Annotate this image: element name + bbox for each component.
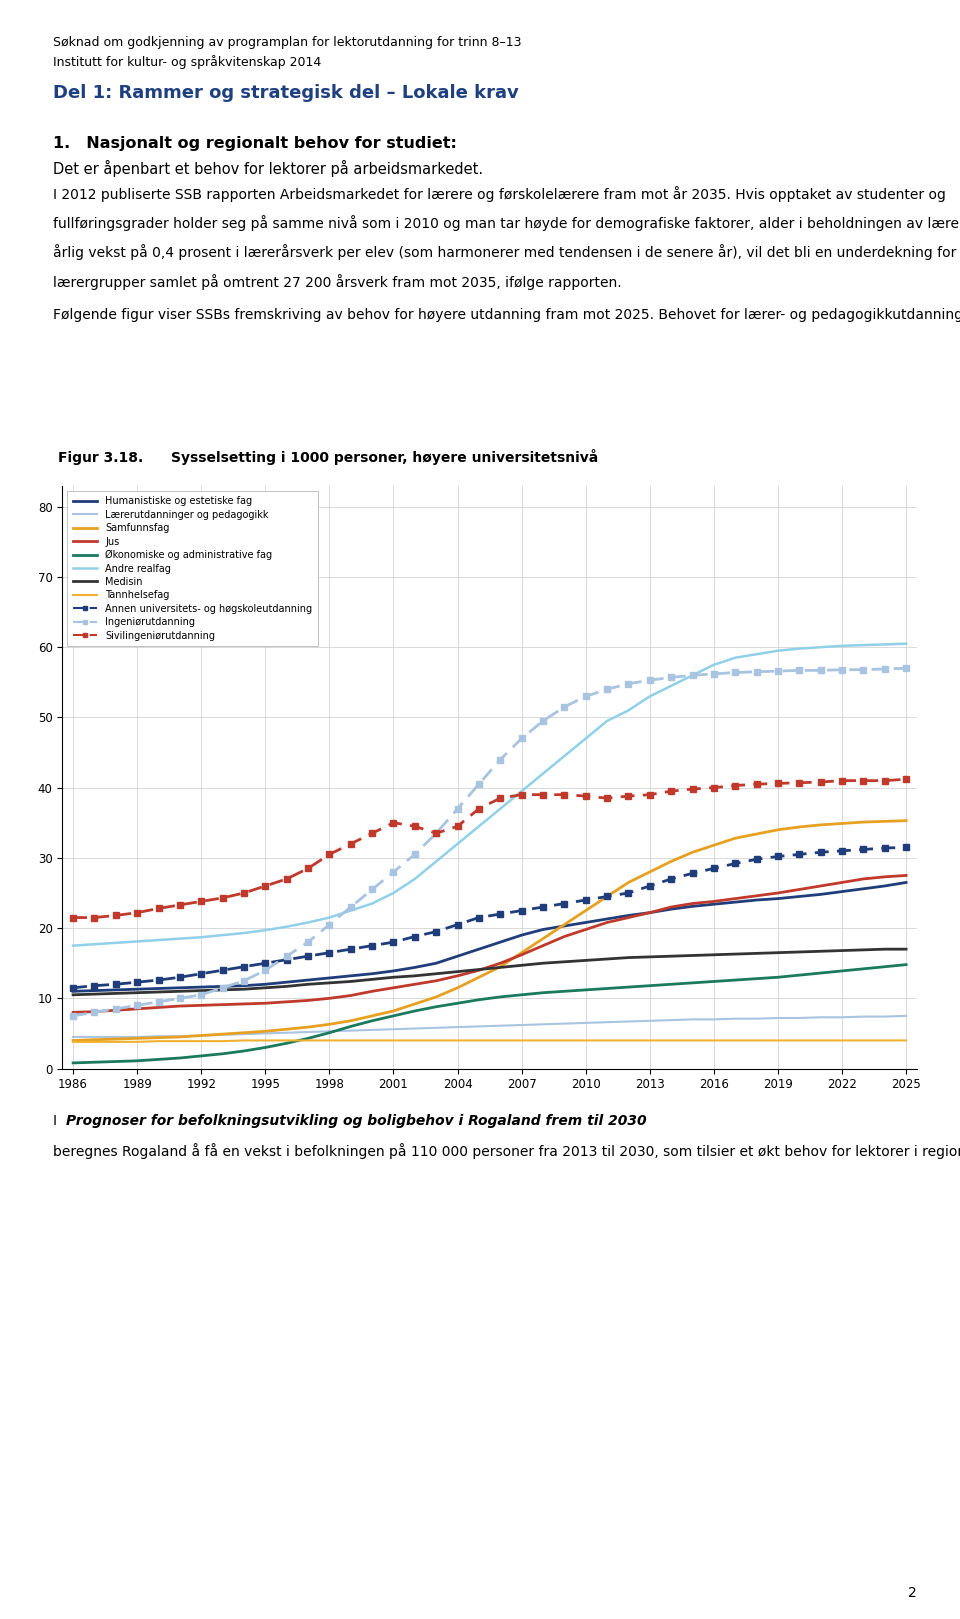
Text: lærergrupper samlet på omtrent 27 200 årsverk fram mot 2035, ifølge rapporten.: lærergrupper samlet på omtrent 27 200 år… bbox=[53, 274, 621, 290]
Text: Prognoser for befolkningsutvikling og boligbehov i Rogaland frem til 2030: Prognoser for befolkningsutvikling og bo… bbox=[66, 1114, 647, 1128]
Text: I: I bbox=[53, 1114, 61, 1128]
Text: I 2012 publiserte SSB rapporten Arbeidsmarkedet for lærere og førskolelærere fra: I 2012 publiserte SSB rapporten Arbeidsm… bbox=[53, 186, 946, 202]
Text: fullføringsgrader holder seg på samme nivå som i 2010 og man tar høyde for demog: fullføringsgrader holder seg på samme ni… bbox=[53, 215, 960, 232]
Text: Søknad om godkjenning av programplan for lektorutdanning for trinn 8–13: Søknad om godkjenning av programplan for… bbox=[53, 36, 521, 49]
Text: 1. Nasjonalt og regionalt behov for studiet:: 1. Nasjonalt og regionalt behov for stud… bbox=[53, 136, 457, 151]
Text: årlig vekst på 0,4 prosent i lærerårsverk per elev (som harmonerer med tendensen: årlig vekst på 0,4 prosent i lærerårsver… bbox=[53, 244, 960, 261]
Text: 2: 2 bbox=[908, 1585, 917, 1600]
Text: Følgende figur viser SSBs fremskriving av behov for høyere utdanning fram mot 20: Følgende figur viser SSBs fremskriving a… bbox=[53, 308, 960, 322]
Text: Figur 3.18.  Sysselsetting i 1000 personer, høyere universitetsnivå: Figur 3.18. Sysselsetting i 1000 persone… bbox=[58, 448, 598, 465]
Text: Det er åpenbart et behov for lektorer på arbeidsmarkedet.: Det er åpenbart et behov for lektorer på… bbox=[53, 160, 483, 178]
Text: Del 1: Rammer og strategisk del – Lokale krav: Del 1: Rammer og strategisk del – Lokale… bbox=[53, 84, 518, 102]
Text: Institutt for kultur- og språkvitenskap 2014: Institutt for kultur- og språkvitenskap … bbox=[53, 55, 321, 70]
Text: beregnes Rogaland å få en vekst i befolkningen på 110 000 personer fra 2013 til : beregnes Rogaland å få en vekst i befolk… bbox=[53, 1143, 960, 1159]
Legend: Humanistiske og estetiske fag, Lærerutdanninger og pedagogikk, Samfunnsfag, Jus,: Humanistiske og estetiske fag, Lærerutda… bbox=[67, 491, 318, 646]
